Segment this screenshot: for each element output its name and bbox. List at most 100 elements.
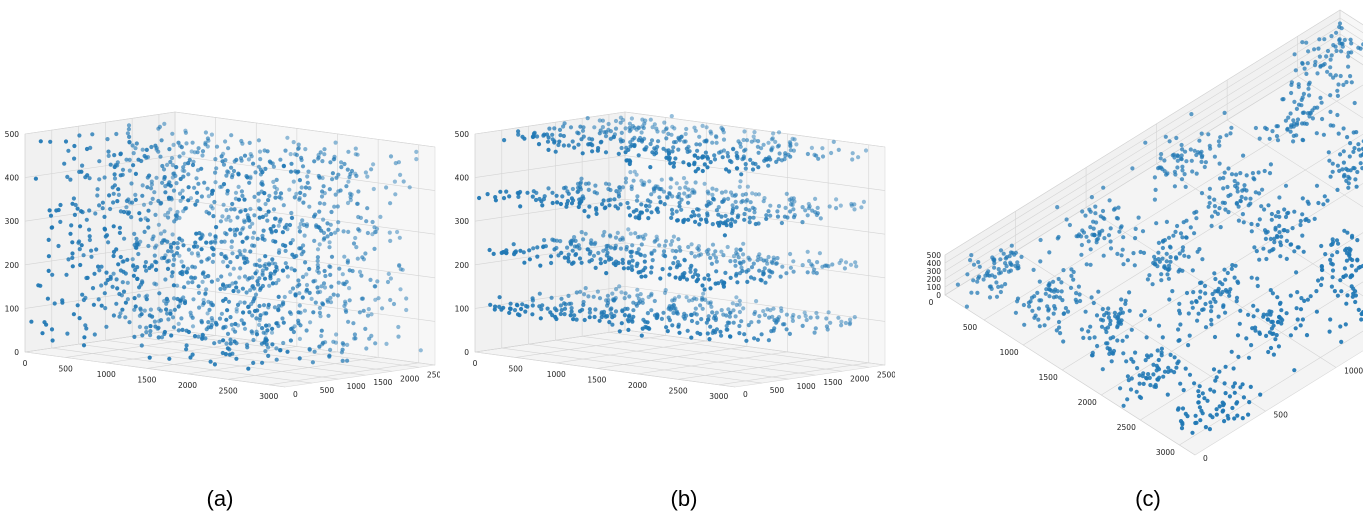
data-point bbox=[1120, 338, 1125, 343]
data-point bbox=[356, 189, 361, 194]
data-point bbox=[156, 335, 161, 340]
data-point bbox=[207, 307, 212, 312]
data-point bbox=[1091, 300, 1096, 306]
data-point bbox=[736, 139, 741, 144]
data-point bbox=[1329, 34, 1334, 39]
data-point bbox=[1312, 105, 1317, 110]
data-point bbox=[162, 121, 167, 126]
data-point bbox=[252, 262, 257, 267]
data-point bbox=[1277, 214, 1282, 219]
data-point bbox=[207, 232, 213, 237]
data-point bbox=[148, 329, 153, 334]
data-point bbox=[340, 272, 345, 277]
data-point bbox=[542, 194, 547, 199]
data-point bbox=[1079, 242, 1084, 248]
data-point bbox=[171, 283, 176, 288]
data-point bbox=[256, 138, 261, 143]
data-point bbox=[137, 313, 142, 318]
data-point bbox=[674, 309, 679, 314]
data-point bbox=[127, 134, 132, 139]
data-point bbox=[744, 338, 749, 343]
data-point bbox=[619, 130, 624, 135]
grid-line bbox=[944, 9, 1341, 256]
data-point bbox=[212, 199, 217, 205]
data-point bbox=[1190, 430, 1195, 435]
data-point bbox=[740, 268, 745, 274]
data-point bbox=[1159, 272, 1164, 277]
data-point bbox=[181, 165, 186, 170]
data-point bbox=[513, 250, 518, 255]
data-point bbox=[658, 276, 663, 281]
data-point bbox=[791, 148, 796, 153]
data-point bbox=[1344, 301, 1349, 306]
data-point bbox=[1068, 285, 1074, 290]
data-point bbox=[803, 208, 808, 213]
data-point bbox=[209, 191, 215, 196]
data-point bbox=[228, 227, 233, 232]
data-point bbox=[283, 261, 288, 266]
data-point bbox=[156, 222, 161, 227]
data-point bbox=[47, 208, 52, 213]
data-point bbox=[1197, 247, 1202, 252]
data-point bbox=[668, 307, 673, 312]
data-point bbox=[255, 279, 260, 284]
data-point bbox=[570, 248, 575, 253]
data-point bbox=[672, 255, 678, 260]
data-point bbox=[176, 321, 181, 326]
data-point bbox=[210, 239, 215, 244]
data-point bbox=[315, 258, 320, 263]
data-point bbox=[1192, 231, 1197, 236]
data-point bbox=[1285, 211, 1290, 216]
data-point bbox=[1270, 291, 1275, 296]
data-point bbox=[322, 191, 327, 196]
data-point bbox=[212, 341, 217, 346]
data-point bbox=[1196, 389, 1201, 394]
data-point bbox=[149, 144, 154, 150]
data-point bbox=[166, 249, 171, 254]
data-point bbox=[684, 295, 689, 300]
data-point bbox=[569, 309, 574, 314]
data-point bbox=[224, 256, 229, 261]
data-point bbox=[713, 316, 719, 321]
data-point bbox=[1267, 249, 1272, 254]
data-point bbox=[29, 319, 34, 324]
data-point bbox=[676, 322, 681, 327]
data-point bbox=[238, 266, 243, 271]
data-point bbox=[364, 219, 369, 224]
data-point bbox=[178, 298, 183, 303]
data-point bbox=[1277, 314, 1282, 319]
y-tick-label: 0 bbox=[293, 390, 298, 399]
data-point bbox=[65, 174, 70, 179]
data-point bbox=[354, 173, 359, 178]
data-point bbox=[146, 225, 151, 230]
data-point bbox=[662, 120, 667, 125]
data-point bbox=[301, 249, 306, 254]
data-point bbox=[229, 239, 234, 244]
data-point bbox=[271, 207, 277, 212]
data-point bbox=[1144, 353, 1150, 358]
data-point bbox=[541, 244, 546, 249]
data-point bbox=[214, 225, 219, 230]
data-point bbox=[816, 156, 821, 161]
data-point bbox=[572, 235, 577, 240]
data-point bbox=[414, 149, 419, 154]
data-point bbox=[245, 345, 250, 350]
data-point bbox=[1137, 381, 1142, 386]
data-point bbox=[372, 230, 377, 235]
data-point bbox=[352, 332, 357, 337]
data-point bbox=[1217, 143, 1222, 148]
data-point bbox=[217, 316, 223, 321]
data-point bbox=[289, 210, 294, 216]
data-point bbox=[297, 178, 302, 183]
data-point bbox=[116, 192, 121, 197]
data-point bbox=[1080, 228, 1085, 233]
data-point bbox=[657, 243, 662, 248]
data-point bbox=[283, 243, 288, 248]
grid-line bbox=[556, 340, 707, 364]
data-point bbox=[1101, 253, 1106, 258]
data-point bbox=[1173, 255, 1179, 260]
data-point bbox=[304, 282, 310, 288]
data-point bbox=[1124, 334, 1129, 339]
data-point bbox=[307, 290, 312, 295]
